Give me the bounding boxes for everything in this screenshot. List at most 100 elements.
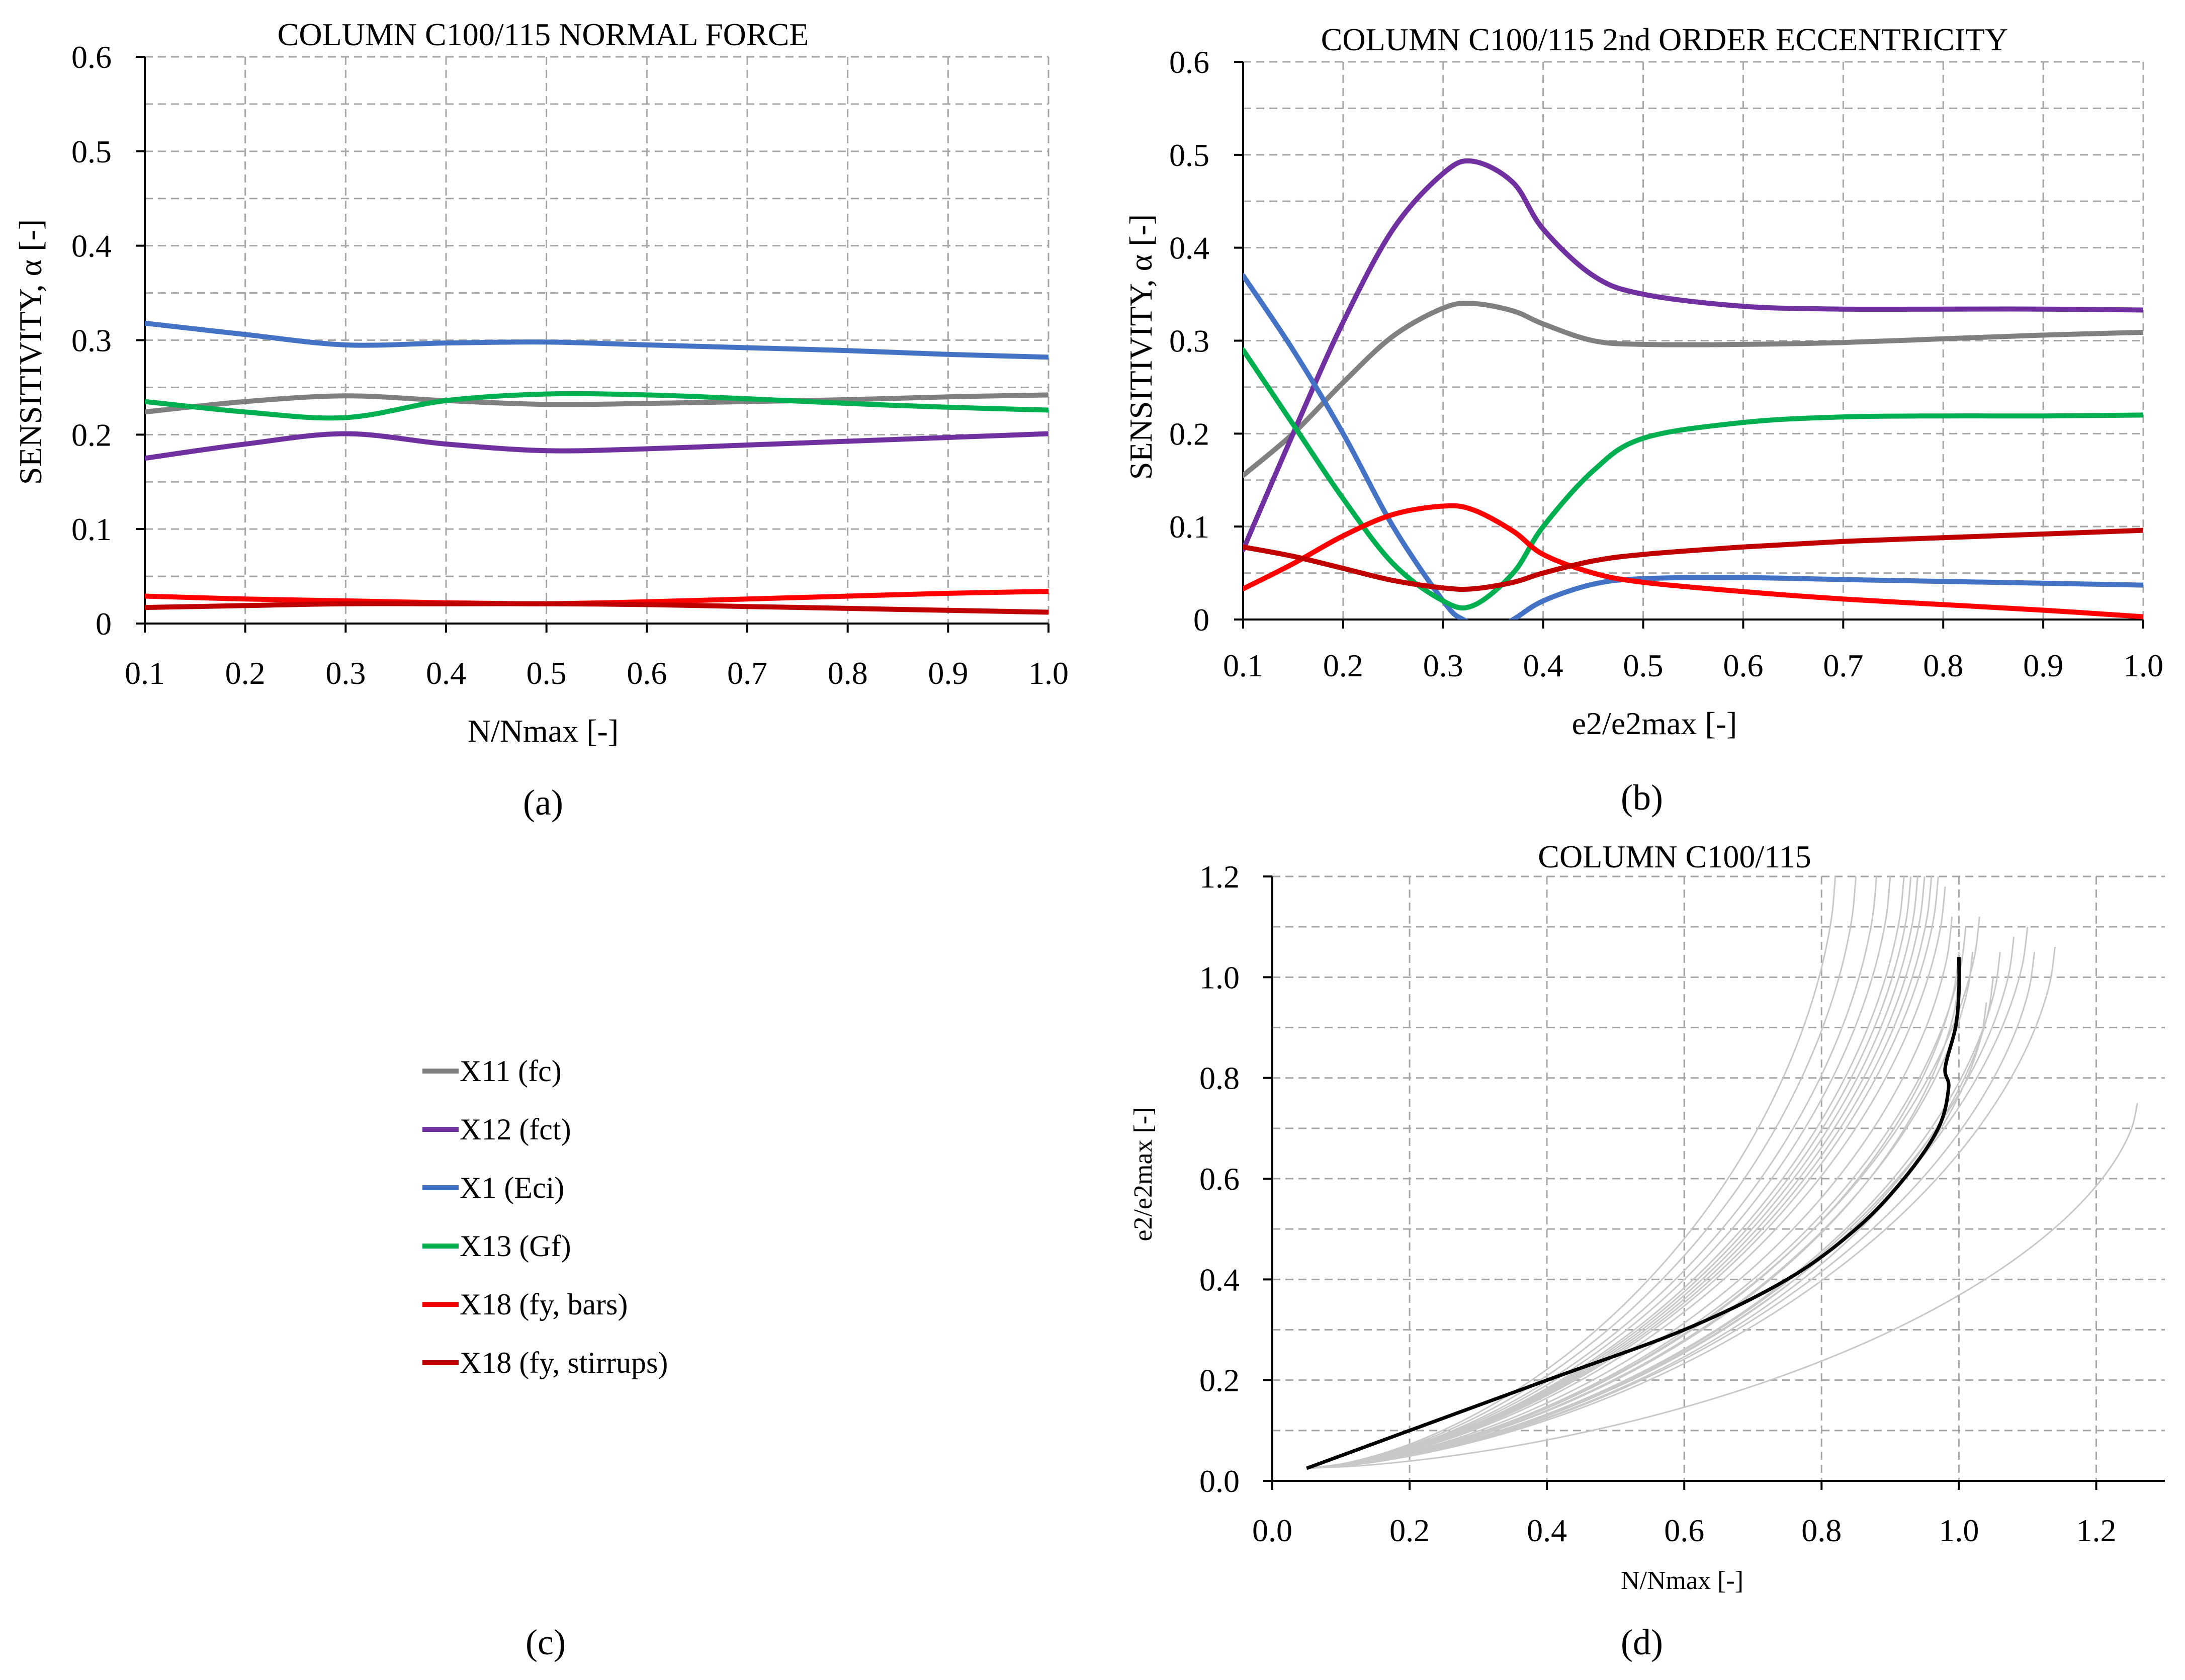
x-tick-label: 1.0 [2123,648,2163,683]
y-tick-label: 0.6 [71,39,112,75]
legend-item: X11 (fc) [422,1054,562,1088]
chart-d-series [1306,876,2138,1470]
x-tick-label: 0.2 [1323,648,1363,683]
realization-curve [1306,876,1857,1469]
realization-curve [1306,952,1974,1469]
x-tick-label: 0.4 [426,655,466,691]
realization-curve [1306,876,1939,1469]
x-tick-label: 0.0 [1252,1513,1292,1548]
legend-label: X18 (fy, stirrups) [460,1346,668,1379]
legend-item: X13 (Gf) [422,1229,571,1263]
realization-curve [1306,927,1967,1469]
series-line-x1-eci- [1243,273,2143,620]
realization-curve [1306,952,2001,1469]
series-line-x1-eci- [145,320,1048,360]
chart-d-ylabel: e2/e2max [-] [1129,1107,1158,1241]
realization-curve [1306,946,2056,1469]
x-tick-label: 0.4 [1527,1513,1567,1548]
legend-item: X1 (Eci) [422,1171,564,1204]
series-line-x13-gf- [1243,347,2143,611]
x-tick-label: 0.5 [527,655,567,691]
x-tick-label: 0.3 [1423,648,1463,683]
chart-b-xlabel: e2/e2max [-] [1572,705,1737,741]
chart-a-title: COLUMN C100/115 NORMAL FORCE [278,17,809,52]
realization-curve [1306,916,1953,1469]
x-tick-label: 0.1 [125,655,165,691]
panel-label-d: (d) [1621,1622,1663,1662]
y-tick-label: 0.4 [71,228,112,264]
mean-curve [1306,957,1961,1470]
x-tick-label: 1.2 [2076,1513,2116,1548]
chart-a: COLUMN C100/115 NORMAL FORCE 0.1 0.2 0.3 0.… [13,17,1069,823]
y-tick-label: 0.0 [1199,1463,1240,1499]
chart-d-ticks: 0.0 0.2 0.4 0.6 0.8 1.0 1.2 0.0 0.2 0.4 0.6 0.8 1.0 1… [1199,859,2116,1548]
y-tick-label: 0.2 [71,417,112,453]
x-tick-label: 0.8 [1801,1513,1842,1548]
chart-d: COLUMN C100/115 0.0 0.2 0.4 0.6 0.8 1.0 1.2 0.0… [1129,839,2165,1662]
legend-label: X13 (Gf) [460,1229,571,1263]
realization-curve [1306,951,2036,1469]
realization-curve [1306,876,1837,1469]
realization-curve [1306,952,1960,1469]
x-tick-label: 0.2 [1389,1513,1430,1548]
chart-d-xlabel: N/Nmax [-] [1621,1566,1743,1595]
series-line-x18-fy-stirrups- [145,601,1048,615]
realization-curve [1306,1002,1987,1469]
x-tick-label: 0.4 [1523,648,1563,683]
y-tick-label: 0.3 [1169,323,1209,359]
chart-a-ylabel: SENSITIVITY, α [-] [13,219,48,485]
y-tick-label: 0.4 [1199,1262,1240,1297]
series-line-x12-fct- [145,431,1048,461]
x-tick-label: 0.2 [225,655,266,691]
panel-label-b: (b) [1621,777,1663,818]
realization-curve [1306,876,1891,1469]
x-tick-label: 0.6 [627,655,667,691]
chart-b-series [1243,158,2143,620]
y-tick-label: 0.1 [1169,509,1209,545]
legend-label: X18 (fy, bars) [460,1288,628,1321]
chart-d-grid [1263,875,2165,1490]
realization-curve [1306,876,1877,1469]
x-tick-label: 1.0 [1939,1513,1979,1548]
chart-d-title: COLUMN C100/115 [1538,839,1811,874]
panel-label-c: (c) [526,1622,566,1662]
panel-label-a: (a) [523,782,563,823]
x-tick-label: 0.3 [325,655,366,691]
legend-label: X12 (fct) [460,1113,571,1146]
chart-b-ticks: 0.1 0.2 0.3 0.4 0.5 0.6 0.7 0.8 0.9 1.0 0 0.1 0.2 0.3… [1169,44,2163,683]
x-tick-label: 0.1 [1223,648,1263,683]
realization-curve [1306,886,1946,1469]
y-tick-label: 0.4 [1169,230,1209,266]
legend-item: X12 (fct) [422,1113,571,1146]
chart-b-title: COLUMN C100/115 2nd ORDER ECCENTRICITY [1321,22,2008,57]
chart-a-xlabel: N/Nmax [-] [468,713,619,749]
legend: X11 (fc) X12 (fct) X1 (Eci) X13 (Gf) X18 (fy… [422,1054,668,1662]
x-tick-label: 0.6 [1664,1513,1704,1548]
y-tick-label: 0 [96,606,112,642]
legend-item: X18 (fy, stirrups) [422,1346,668,1379]
legend-label: X11 (fc) [460,1054,562,1088]
realization-curve [1306,916,1980,1469]
y-tick-label: 1.0 [1199,959,1240,995]
series-line-x18-fy-bars- [1243,503,2143,620]
y-tick-label: 0 [1193,602,1209,638]
y-tick-label: 0.6 [1199,1161,1240,1197]
x-tick-label: 0.8 [828,655,868,691]
series-line-x13-gf- [145,391,1048,421]
y-tick-label: 0.5 [1169,137,1209,173]
x-tick-label: 0.6 [1723,648,1763,683]
realization-curve [1306,927,2029,1469]
legend-items: X11 (fc) X12 (fct) X1 (Eci) X13 (Gf) X18 (fy… [422,1054,668,1379]
x-tick-label: 0.8 [1923,648,1963,683]
chart-b-grid [1234,61,2144,629]
realization-curve [1306,937,2015,1469]
chart-b-ylabel: SENSITIVITY, α [-] [1123,214,1159,480]
legend-item: X18 (fy, bars) [422,1288,628,1321]
x-tick-label: 0.9 [2023,648,2063,683]
x-tick-label: 0.9 [928,655,968,691]
y-tick-label: 0.6 [1169,44,1209,80]
series-line-x11-fc- [145,392,1048,415]
x-tick-label: 0.5 [1623,648,1664,683]
series-line-x11-fc- [1243,301,2143,478]
y-tick-label: 0.5 [71,134,112,169]
